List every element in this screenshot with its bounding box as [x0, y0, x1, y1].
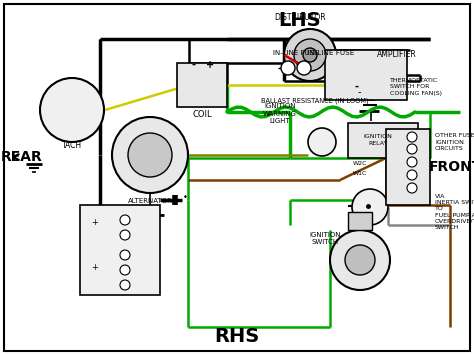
Text: +: +: [91, 263, 99, 272]
Text: -: -: [357, 87, 361, 97]
Circle shape: [297, 61, 311, 75]
Text: FRONT: FRONT: [428, 160, 474, 174]
Text: RHS: RHS: [214, 328, 260, 346]
Circle shape: [128, 133, 172, 177]
Circle shape: [120, 215, 130, 225]
Text: -: -: [355, 82, 359, 92]
Circle shape: [345, 245, 375, 275]
Text: TACH: TACH: [62, 141, 82, 150]
Circle shape: [120, 230, 130, 240]
Bar: [325, 50, 407, 100]
Circle shape: [407, 132, 417, 142]
Circle shape: [407, 170, 417, 180]
Text: +: +: [91, 218, 99, 227]
Circle shape: [281, 61, 295, 75]
Text: IN-LINE FUSE: IN-LINE FUSE: [273, 50, 319, 56]
Circle shape: [294, 39, 326, 71]
Text: THERMOSTATIC
SWITCH FOR
COOLING FAN(S): THERMOSTATIC SWITCH FOR COOLING FAN(S): [390, 78, 442, 96]
Circle shape: [303, 48, 317, 62]
Circle shape: [308, 128, 336, 156]
Text: REAR: REAR: [1, 150, 43, 164]
Circle shape: [352, 189, 388, 225]
Bar: [177, 63, 227, 107]
Text: BALLAST RESISTANCE (IN LOOM): BALLAST RESISTANCE (IN LOOM): [261, 97, 369, 104]
Text: +: +: [206, 60, 214, 70]
Text: W1C: W1C: [353, 171, 367, 176]
Text: IGNITION
SWITCH: IGNITION SWITCH: [309, 232, 341, 246]
Circle shape: [407, 183, 417, 193]
Circle shape: [407, 144, 417, 154]
Bar: [348, 123, 418, 158]
Bar: [80, 205, 160, 295]
Text: DISTRIBUTOR: DISTRIBUTOR: [274, 13, 326, 22]
Text: W2C: W2C: [353, 161, 367, 166]
Circle shape: [284, 29, 336, 81]
Text: OTHER FUSED
IGNITION
CIRCUITS: OTHER FUSED IGNITION CIRCUITS: [435, 133, 474, 151]
Circle shape: [407, 157, 417, 167]
Bar: [348, 212, 372, 230]
Text: •: •: [182, 193, 187, 202]
Circle shape: [40, 78, 104, 142]
Text: IGNITION
WARNING
LIGHT: IGNITION WARNING LIGHT: [263, 103, 297, 124]
Bar: [386, 129, 430, 205]
Circle shape: [120, 280, 130, 290]
Text: LHS: LHS: [279, 11, 321, 29]
Circle shape: [120, 265, 130, 275]
Text: AMPLIFIER: AMPLIFIER: [377, 50, 417, 59]
Text: IGNITION
RELAY: IGNITION RELAY: [364, 135, 392, 146]
Text: ALTERNATOR: ALTERNATOR: [128, 198, 173, 204]
Text: -: -: [192, 60, 196, 70]
Text: COIL: COIL: [192, 110, 212, 119]
Text: IN-LINE FUSE: IN-LINE FUSE: [307, 50, 355, 56]
Circle shape: [120, 250, 130, 260]
Text: VIA
INERTIA SWITCH
TO
FUEL PUMP AND
OVERDRIVE/TCSA
SWITCH: VIA INERTIA SWITCH TO FUEL PUMP AND OVER…: [435, 194, 474, 230]
Circle shape: [330, 230, 390, 290]
Circle shape: [112, 117, 188, 193]
